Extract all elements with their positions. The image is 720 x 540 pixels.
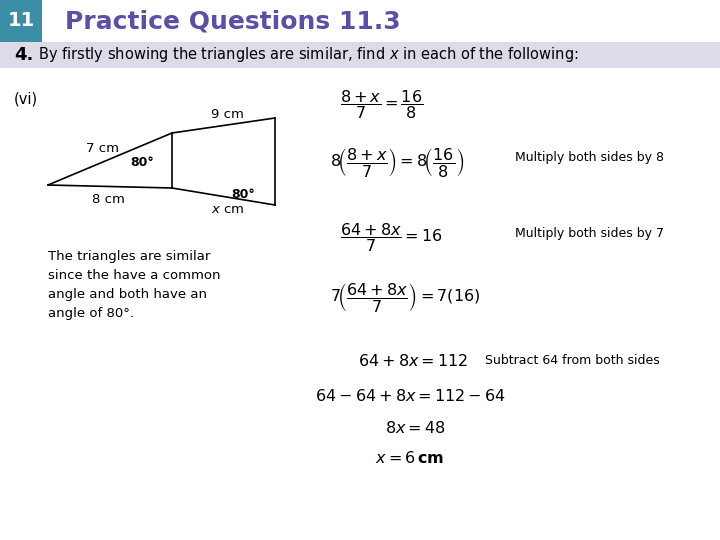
Text: Multiply both sides by 7: Multiply both sides by 7 [515, 226, 664, 240]
Text: The triangles are similar
since the have a common
angle and both have an
angle o: The triangles are similar since the have… [48, 250, 220, 320]
Text: Subtract 64 from both sides: Subtract 64 from both sides [485, 354, 660, 367]
Text: 8 cm: 8 cm [91, 193, 125, 206]
Text: $8x=48$: $8x=48$ [385, 420, 446, 436]
Text: $8\!\left(\dfrac{8+x}{7}\right)=8\!\left(\dfrac{16}{8}\right)$: $8\!\left(\dfrac{8+x}{7}\right)=8\!\left… [330, 146, 464, 179]
Text: 4.: 4. [14, 46, 33, 64]
Text: 11: 11 [7, 11, 35, 30]
Text: $64-64+8x=112-64$: $64-64+8x=112-64$ [315, 388, 506, 404]
Text: 80°: 80° [231, 188, 255, 201]
Text: $x=6\,\mathbf{cm}$: $x=6\,\mathbf{cm}$ [375, 450, 444, 466]
Text: Practice Questions 11.3: Practice Questions 11.3 [65, 9, 400, 33]
Text: $\dfrac{8+x}{7} = \dfrac{16}{8}$: $\dfrac{8+x}{7} = \dfrac{16}{8}$ [340, 88, 423, 121]
Text: $7\!\left(\dfrac{64+8x}{7}\right)=7(16)$: $7\!\left(\dfrac{64+8x}{7}\right)=7(16)$ [330, 281, 480, 314]
Text: 9 cm: 9 cm [211, 108, 244, 121]
Text: Multiply both sides by 8: Multiply both sides by 8 [515, 152, 664, 165]
FancyBboxPatch shape [0, 42, 720, 68]
Text: 7 cm: 7 cm [86, 143, 119, 156]
FancyBboxPatch shape [42, 0, 720, 42]
Text: $\dfrac{64+8x}{7}=16$: $\dfrac{64+8x}{7}=16$ [340, 221, 443, 254]
FancyBboxPatch shape [0, 0, 42, 42]
Text: $64+8x=112$: $64+8x=112$ [358, 353, 468, 369]
Text: $x$ cm: $x$ cm [211, 203, 244, 216]
Text: (vi): (vi) [14, 92, 38, 107]
Text: 80°: 80° [130, 157, 154, 170]
Text: By firstly showing the triangles are similar, find $x$ in each of the following:: By firstly showing the triangles are sim… [38, 45, 579, 64]
